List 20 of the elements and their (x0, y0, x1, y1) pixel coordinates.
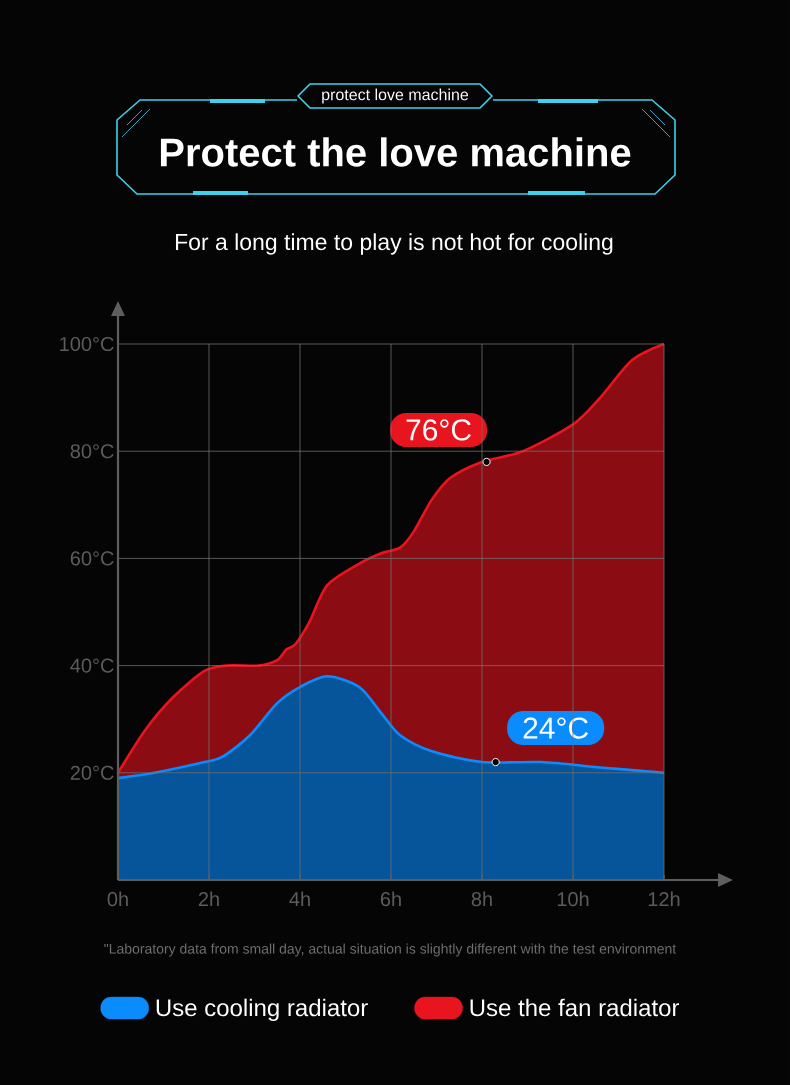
x-tick-label: 10h (557, 891, 589, 907)
x-tick-label: 8h (471, 891, 492, 907)
annotation: 76°C (406, 419, 471, 441)
x-tick-label: 4h (289, 891, 310, 907)
text: protect love machine (322, 88, 469, 104)
y-tick-label: 40°C (70, 658, 114, 673)
y-tick-label: 100°C (60, 336, 114, 352)
text: "Laboratory data from small day, actual situation is slightly different with the test environment (104, 943, 677, 957)
x-tick-label: 0h (107, 891, 128, 907)
x-tick-label: 2h (198, 891, 219, 907)
chart-title: Protect the love machine (160, 137, 631, 167)
y-tick-label: 80°C (70, 444, 114, 459)
y-tick-label: 20°C (70, 765, 114, 780)
x-tick-label: 6h (380, 891, 401, 907)
annotation: 24°C (523, 717, 589, 739)
chart-subtitle: For a long time to play is not hot for cooling (175, 233, 613, 255)
legend-label: Use the fan radiator (470, 998, 680, 1017)
x-tick-label: 12h (648, 891, 680, 907)
y-tick-label: 60°C (70, 551, 114, 566)
legend-label: Use cooling radiator (156, 998, 368, 1022)
